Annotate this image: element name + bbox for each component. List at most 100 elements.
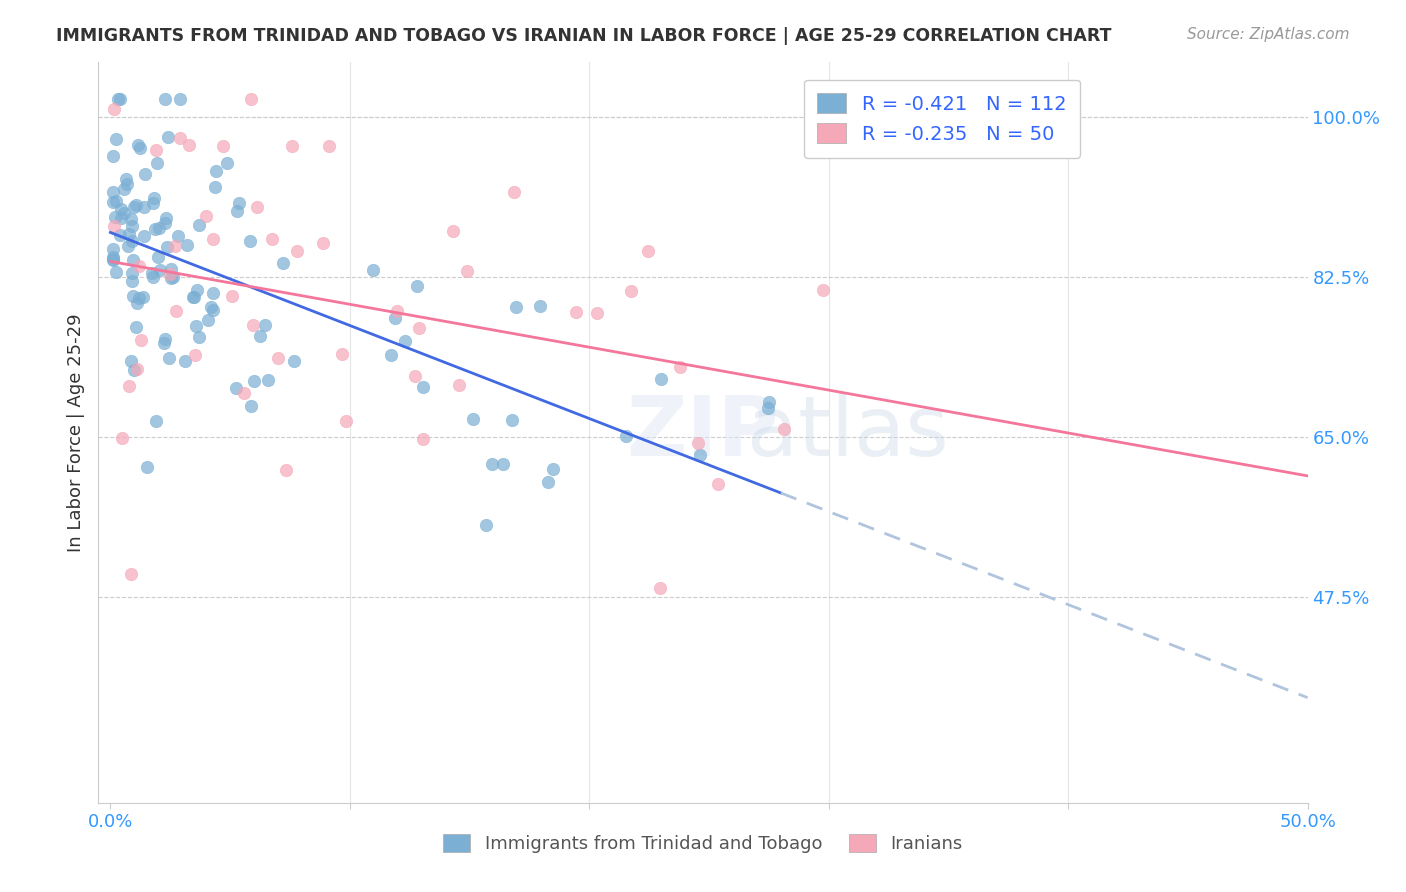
Point (159, 267, 181, 281)
Point (105, 132, 128, 146)
Point (201, 303, 224, 318)
Point (202, 285, 225, 300)
Point (183, 289, 205, 303)
Point (118, 378, 141, 392)
Point (689, 449, 711, 463)
Point (132, 290, 155, 304)
Point (145, 143, 167, 157)
Point (475, 517, 498, 532)
Point (157, 351, 180, 365)
Point (249, 328, 271, 343)
Point (122, 253, 145, 268)
Point (156, 129, 179, 144)
Point (225, 381, 247, 395)
Point (146, 156, 169, 170)
Point (184, 348, 207, 362)
Point (256, 372, 278, 386)
Point (312, 236, 335, 251)
Point (385, 304, 408, 318)
Point (142, 190, 165, 204)
Point (648, 581, 671, 595)
Point (447, 378, 470, 392)
Point (134, 229, 156, 244)
Point (758, 395, 780, 409)
Point (394, 334, 416, 349)
Point (166, 229, 188, 244)
Point (281, 138, 304, 153)
Point (614, 429, 637, 443)
Point (125, 362, 148, 376)
Point (101, 185, 124, 199)
Point (564, 305, 586, 319)
Point (529, 299, 551, 313)
Point (103, 102, 125, 116)
Point (404, 369, 426, 384)
Point (122, 200, 145, 214)
Point (124, 362, 146, 376)
Point (101, 148, 124, 162)
Point (125, 320, 148, 334)
Point (188, 219, 211, 233)
Point (756, 401, 779, 416)
Point (155, 211, 177, 225)
Point (461, 412, 484, 426)
Point (212, 138, 235, 153)
Point (165, 303, 187, 318)
Point (501, 413, 523, 427)
Point (686, 435, 709, 450)
Point (813, 284, 835, 298)
Point (125, 198, 148, 212)
Point (505, 300, 527, 314)
Point (492, 457, 515, 471)
Point (650, 372, 672, 386)
Point (117, 227, 139, 241)
Point (135, 460, 157, 475)
Point (165, 239, 187, 253)
Point (481, 457, 503, 471)
Point (174, 354, 197, 368)
Point (152, 336, 174, 351)
Point (271, 256, 294, 270)
Point (262, 232, 284, 246)
Point (104, 210, 127, 224)
Point (205, 163, 228, 178)
Point (129, 333, 152, 347)
Point (121, 219, 143, 233)
Point (159, 262, 181, 277)
Point (384, 310, 406, 325)
Point (194, 209, 217, 223)
Point (120, 354, 142, 368)
Point (108, 92, 131, 106)
Point (134, 167, 156, 181)
Point (239, 235, 262, 249)
Point (101, 252, 124, 266)
Point (283, 354, 305, 368)
Point (121, 266, 143, 280)
Point (707, 477, 730, 491)
Point (103, 250, 125, 264)
Point (669, 360, 692, 375)
Point (104, 264, 127, 278)
Point (141, 266, 163, 280)
Point (121, 234, 143, 248)
Point (132, 200, 155, 214)
Point (169, 92, 191, 106)
Point (169, 131, 191, 145)
Point (156, 240, 179, 254)
Point (274, 463, 297, 477)
Point (120, 566, 142, 581)
Point (380, 347, 402, 361)
Point (502, 185, 524, 199)
Point (267, 351, 290, 366)
Text: Source: ZipAtlas.com: Source: ZipAtlas.com (1187, 27, 1350, 42)
Point (204, 180, 226, 194)
Point (142, 270, 165, 285)
Point (179, 138, 201, 153)
Point (127, 137, 149, 152)
Point (112, 181, 135, 195)
Point (184, 319, 207, 334)
Point (101, 242, 124, 256)
Point (332, 347, 354, 361)
Point (121, 274, 143, 288)
Point (363, 262, 385, 277)
